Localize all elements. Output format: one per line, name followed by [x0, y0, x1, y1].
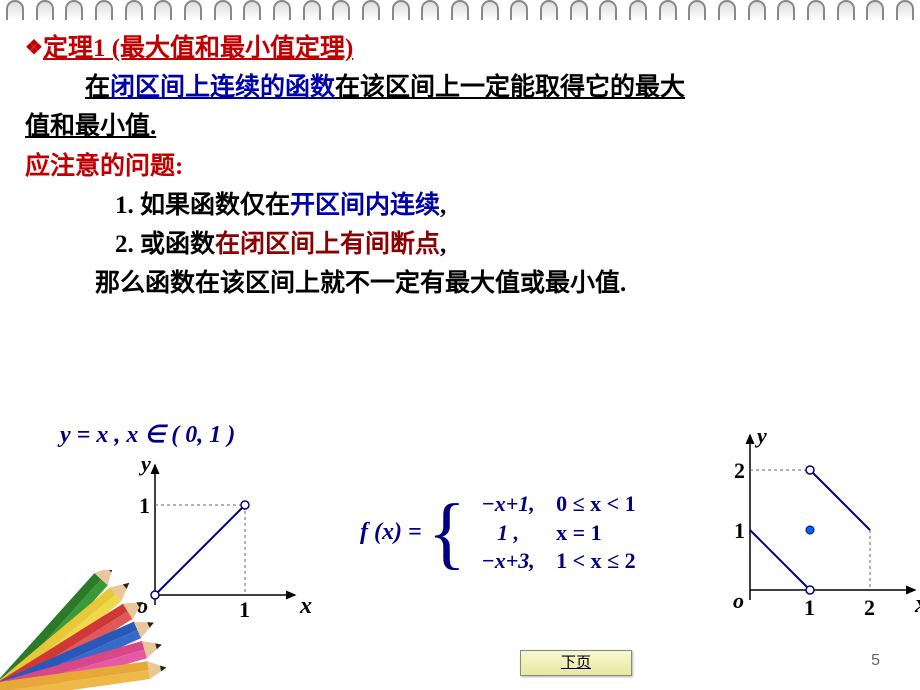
seg-a [750, 530, 810, 590]
p1-num: 1. [115, 192, 134, 219]
pw-cond-1: x = 1 [548, 519, 666, 548]
pw-row-1: 1 ,x = 1 [468, 519, 666, 548]
equation1: y = x , x ∈ ( 0, 1 ) [60, 420, 235, 449]
spiral-binding [0, 0, 920, 22]
point2: 2. 或函数在闭区间上有间断点, [25, 226, 895, 265]
pw-cond-2: 1 < x ≤ 2 [548, 547, 666, 576]
x-label2: x [914, 589, 920, 618]
open-point-end [241, 501, 249, 509]
pw-cond-0: 0 ≤ x < 1 [548, 490, 666, 519]
point1: 1. 如果函数仅在开区间内连续, [25, 187, 895, 226]
y-label: y [138, 455, 151, 476]
bullet-icon: ❖ [25, 37, 43, 59]
chart2: o x y 1 2 1 2 [715, 425, 920, 635]
p2-prefix: 或函数 [134, 231, 215, 258]
next-page-button[interactable]: 下页 [520, 650, 632, 676]
attention-title: 应注意的问题: [25, 148, 895, 187]
seg-b [810, 470, 870, 530]
pw-expr-2: −x+3, [468, 547, 548, 576]
theorem-body-1: 在闭区间上连续的函数在该区间上一定能取得它的最大 [25, 69, 895, 108]
y-label2: y [754, 425, 767, 448]
open-pt-b [806, 466, 814, 474]
pencil-decoration [0, 570, 240, 690]
theorem-body-2: 值和最小值. [25, 108, 895, 147]
p1-highlight: 开区间内连续 [290, 192, 440, 219]
filled-pt [806, 526, 814, 534]
slide-content: ❖定理1 (最大值和最小值定理) 在闭区间上连续的函数在该区间上一定能取得它的最… [25, 30, 895, 303]
x-tick-1: 1 [239, 597, 250, 622]
y-tick-1b: 1 [734, 518, 745, 543]
pw-expr-0: −x+1, [468, 490, 548, 519]
brace-icon: { [428, 501, 466, 565]
page-number: 5 [871, 652, 880, 670]
pw-row-2: −x+3,1 < x ≤ 2 [468, 547, 666, 576]
y-tick-2b: 2 [734, 458, 745, 483]
pw-lhs: f (x) = [360, 519, 422, 546]
body-prefix: 在 [85, 74, 110, 101]
body-highlight: 闭区间上连续的函数 [110, 74, 335, 101]
theorem-title: 定理1 (最大值和最小值定理) [43, 35, 353, 62]
y-tick-1: 1 [139, 493, 150, 518]
p1-prefix: 如果函数仅在 [134, 192, 290, 219]
x-tick-2b: 2 [864, 595, 875, 620]
x-tick-1b: 1 [804, 595, 815, 620]
p2-highlight: 在闭区间上有间断点 [215, 231, 440, 258]
p2-num: 2. [115, 231, 134, 258]
body-suffix2: 值和最小值. [25, 113, 156, 140]
x-label: x [299, 593, 312, 619]
p1-suffix: , [440, 192, 446, 219]
piecewise-body: −x+1,0 ≤ x < 1 1 ,x = 1 −x+3,1 < x ≤ 2 [468, 490, 666, 576]
p2-suffix: , [440, 231, 446, 258]
piecewise-equation: f (x) = { −x+1,0 ≤ x < 1 1 ,x = 1 −x+3,1… [360, 490, 666, 576]
theorem-title-line: ❖定理1 (最大值和最小值定理) [25, 30, 895, 69]
open-pt-a [806, 586, 814, 594]
origin2: o [733, 588, 744, 613]
conclusion: 那么函数在该区间上就不一定有最大值或最小值. [25, 265, 895, 304]
pw-row-0: −x+1,0 ≤ x < 1 [468, 490, 666, 519]
pw-expr-1: 1 , [468, 519, 548, 548]
body-suffix1: 在该区间上一定能取得它的最大 [335, 74, 685, 101]
